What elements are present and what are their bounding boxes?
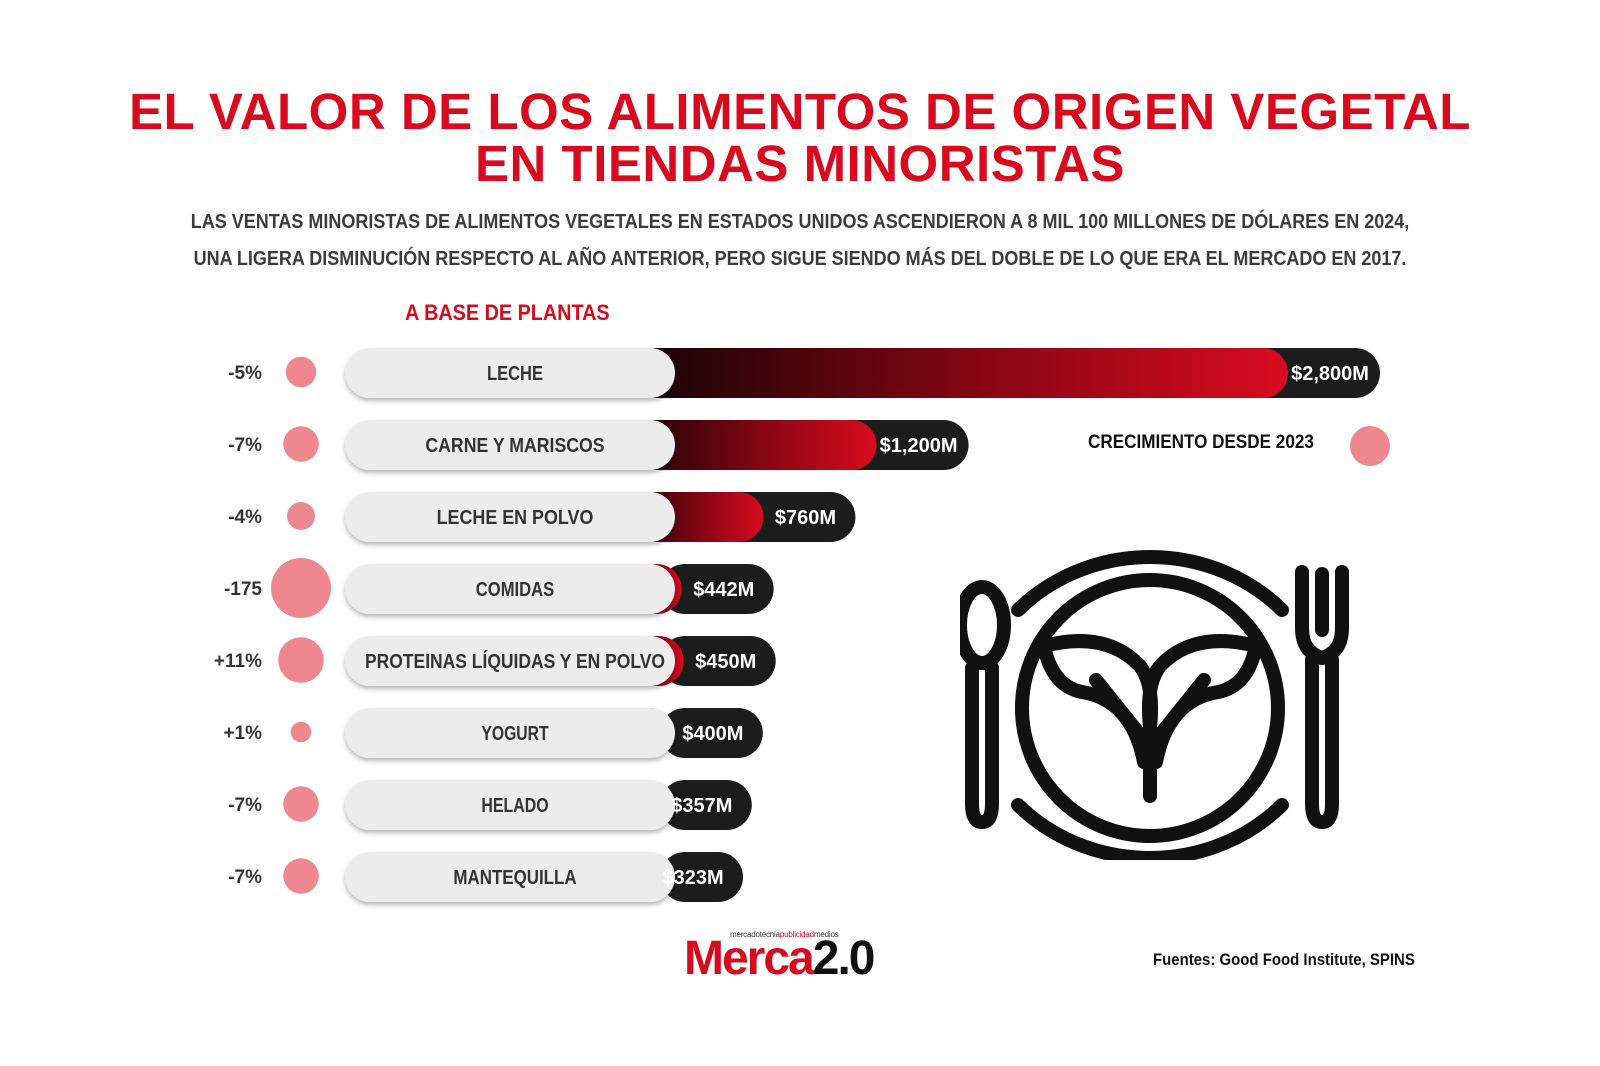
chart-subtitle: LAS VENTAS MINORISTAS DE ALIMENTOS VEGET… bbox=[152, 204, 1448, 278]
category-pill bbox=[345, 564, 675, 614]
value-label: $400M bbox=[682, 723, 743, 745]
value-label: $357M bbox=[671, 795, 732, 817]
logo-wordmark: Merca2.0 bbox=[684, 932, 875, 985]
category-pill bbox=[345, 780, 675, 830]
chart-title: EL VALOR DE LOS ALIMENTOS DE ORIGEN VEGE… bbox=[0, 86, 1600, 190]
value-label: $323M bbox=[662, 867, 723, 889]
bar bbox=[630, 348, 1288, 398]
chart-title-line-2: EN TIENDAS MINORISTAS bbox=[475, 135, 1125, 192]
category-label: MANTEQUILLA bbox=[453, 867, 576, 889]
bar-row: -4% LECHE EN POLVO $760M bbox=[228, 492, 856, 542]
bar-row: -7% CARNE Y MARISCOS $1,200M bbox=[228, 420, 969, 470]
category-pill bbox=[345, 492, 675, 542]
category-label: HELADO bbox=[481, 795, 548, 817]
category-label: CARNE Y MARISCOS bbox=[425, 435, 604, 457]
chart-title-line-1: EL VALOR DE LOS ALIMENTOS DE ORIGEN VEGE… bbox=[129, 83, 1471, 140]
value-capsule bbox=[660, 564, 774, 614]
value-label: $760M bbox=[775, 507, 836, 529]
growth-label: +11% bbox=[214, 651, 262, 672]
plate-rim-bottom bbox=[1011, 798, 1289, 860]
category-pill bbox=[345, 852, 675, 902]
value-label: $2,800M bbox=[1291, 363, 1369, 385]
chart-group-label: A BASE DE PLANTAS bbox=[405, 300, 610, 325]
legend-bubble bbox=[1350, 426, 1390, 466]
bar bbox=[630, 420, 877, 470]
legend: CRECIMIENTO DESDE 2023 bbox=[1088, 426, 1390, 466]
growth-bubble bbox=[283, 858, 319, 894]
growth-bubble bbox=[283, 426, 319, 462]
growth-label: -7% bbox=[228, 795, 262, 816]
growth-bubble bbox=[285, 356, 317, 388]
growth-label: -7% bbox=[228, 867, 262, 888]
category-pill bbox=[345, 420, 675, 470]
plate-leaf-icon bbox=[960, 550, 1349, 860]
value-capsule bbox=[660, 852, 744, 902]
category-pill bbox=[345, 348, 675, 398]
category-label: COMIDAS bbox=[476, 579, 554, 601]
chart-subtitle-line-2: UNA LIGERA DISMINUCIÓN RESPECTO AL AÑO A… bbox=[193, 248, 1407, 270]
growth-bubble bbox=[271, 558, 331, 618]
growth-label: -7% bbox=[228, 435, 262, 456]
plate-rim-top bbox=[1011, 550, 1289, 617]
value-capsule bbox=[660, 636, 776, 686]
bar-row: +11% PROTEINAS LÍQUIDAS Y EN POLVO $450M bbox=[214, 636, 776, 686]
growth-label: -175 bbox=[224, 579, 262, 600]
growth-bubble bbox=[283, 786, 319, 822]
merca-logo: mercadotecniapublicidadmedios Merca2.0 bbox=[684, 928, 924, 988]
growth-label: +1% bbox=[223, 723, 262, 744]
value-label: $1,200M bbox=[880, 435, 958, 457]
plate-inner bbox=[1015, 573, 1285, 843]
category-label: YOGURT bbox=[481, 723, 548, 745]
bar-row: +1% YOGURT $400M bbox=[223, 708, 763, 758]
logo-tagline: mercadotecniapublicidadmedios bbox=[730, 930, 839, 939]
bar-row: -5% LECHE $2,800M bbox=[228, 348, 1380, 398]
legend-label: CRECIMIENTO DESDE 2023 bbox=[1088, 432, 1314, 453]
category-label: PROTEINAS LÍQUIDAS Y EN POLVO bbox=[365, 650, 665, 673]
growth-label: -5% bbox=[228, 363, 262, 384]
chart-subtitle-line-1: LAS VENTAS MINORISTAS DE ALIMENTOS VEGET… bbox=[190, 211, 1410, 233]
category-pill bbox=[345, 708, 675, 758]
bar-row: -175 COMIDAS $442M bbox=[224, 558, 774, 618]
bar-row: -7% MANTEQUILLA $323M bbox=[228, 852, 744, 902]
source-note: Fuentes: Good Food Institute, SPINS bbox=[1153, 950, 1415, 969]
growth-bubble bbox=[290, 721, 312, 743]
growth-label: -4% bbox=[228, 507, 262, 528]
growth-bubble bbox=[278, 637, 324, 683]
value-label: $442M bbox=[693, 579, 754, 601]
value-capsule bbox=[660, 780, 752, 830]
value-label: $450M bbox=[695, 651, 756, 673]
category-label: LECHE bbox=[487, 363, 543, 385]
value-capsule bbox=[660, 708, 763, 758]
category-label: LECHE EN POLVO bbox=[437, 507, 594, 529]
growth-bubble bbox=[287, 502, 315, 530]
category-pill bbox=[345, 636, 675, 686]
bar-row: -7% HELADO $357M bbox=[228, 780, 752, 830]
